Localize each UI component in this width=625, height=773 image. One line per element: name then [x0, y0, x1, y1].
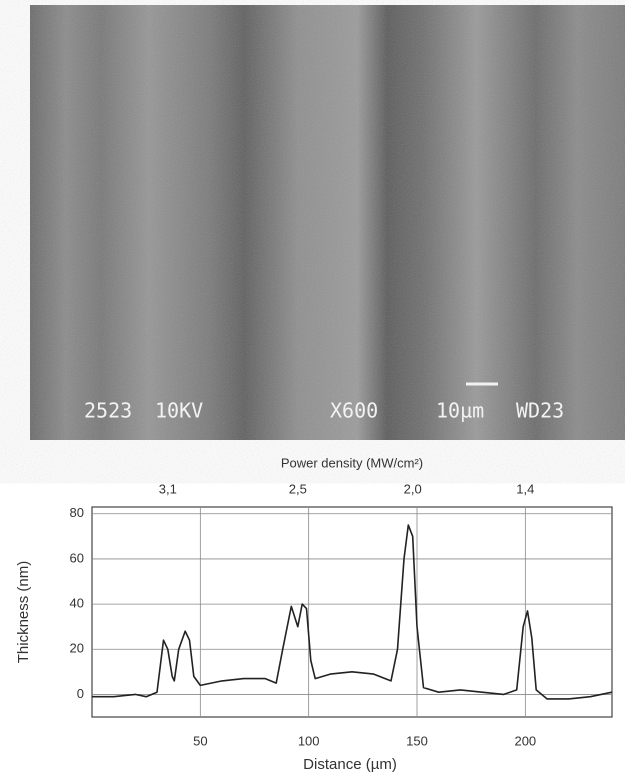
sem-label: 10µm: [436, 399, 484, 423]
top-tick-label: 2,5: [289, 481, 307, 496]
top-tick-label: 3,1: [159, 481, 177, 496]
top-tick-label: 2,0: [404, 481, 422, 496]
y-tick-label: 20: [70, 641, 84, 656]
x-tick-label: 200: [514, 733, 536, 748]
y-tick-label: 0: [77, 686, 84, 701]
x-tick-label: 100: [298, 733, 320, 748]
y-tick-label: 60: [70, 550, 84, 565]
sem-label: 2523: [84, 399, 132, 423]
thickness-line: [92, 524, 613, 700]
x-axis-label: Distance (µm): [303, 756, 397, 773]
y-tick-label: 80: [70, 505, 84, 520]
plot-area: [91, 506, 613, 718]
x-tick-label: 150: [406, 733, 428, 748]
sem-label: 10KV: [155, 399, 203, 423]
sem-noise: [30, 5, 625, 440]
top-axis-label: Power density (MW/cm²): [281, 455, 423, 470]
sem-label: X600: [330, 399, 378, 423]
x-tick-label: 50: [193, 733, 207, 748]
y-tick-label: 40: [70, 596, 84, 611]
sem-label: WD23: [516, 399, 564, 423]
sem-image: 2523 10KV X600 10µm WD23: [30, 5, 625, 440]
top-tick-label: 1,4: [516, 481, 534, 496]
y-axis-label: Thickness (nm): [15, 561, 32, 664]
